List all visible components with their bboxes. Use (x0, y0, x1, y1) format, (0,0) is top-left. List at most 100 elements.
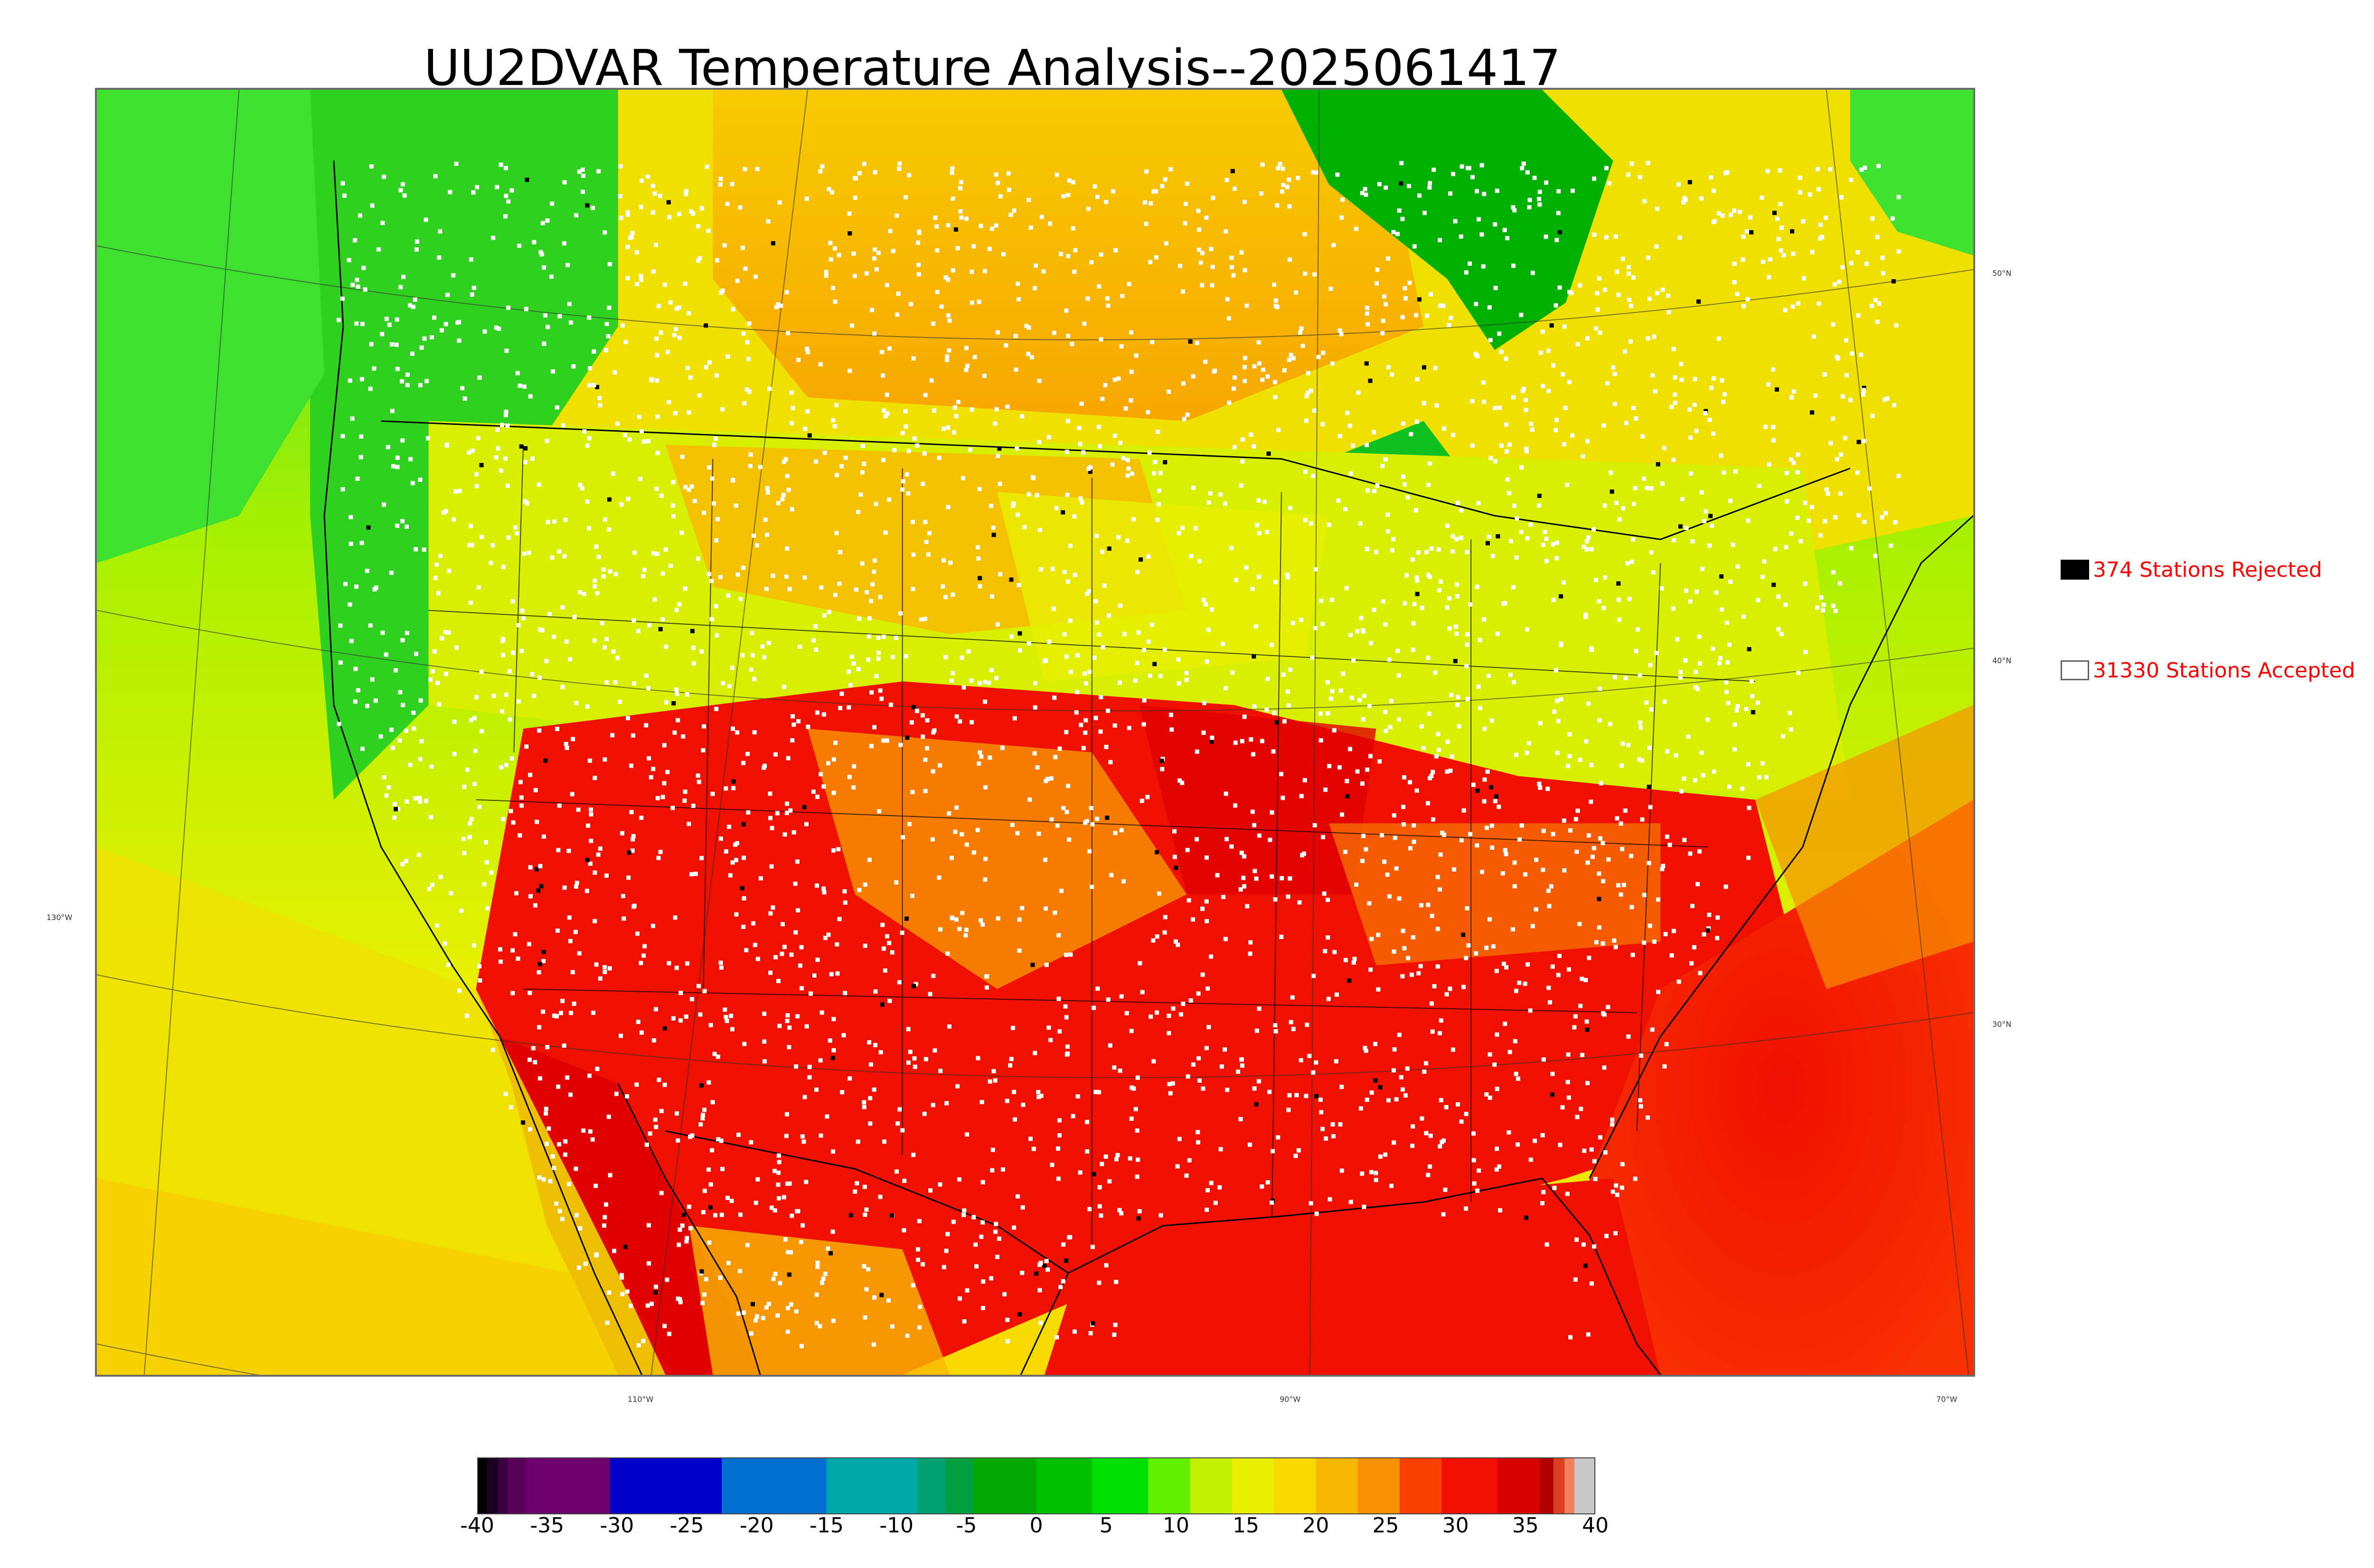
station-marker (1271, 1149, 1275, 1154)
station-marker (1392, 813, 1396, 818)
colorbar-segment (945, 1457, 974, 1514)
station-marker (1300, 853, 1304, 858)
station-marker (815, 958, 820, 962)
station-marker (1645, 486, 1649, 490)
station-marker (1789, 531, 1794, 536)
station-marker (988, 1079, 992, 1084)
station-marker (400, 438, 405, 443)
station-marker (1354, 883, 1359, 887)
station-marker (1679, 377, 1684, 382)
station-marker (1312, 272, 1317, 277)
station-marker (1833, 609, 1838, 613)
station-marker (1062, 570, 1067, 574)
station-marker (527, 550, 531, 555)
station-marker (1266, 451, 1271, 456)
station-marker (811, 789, 816, 794)
rejected-label: 374 Stations Rejected (2093, 557, 2322, 582)
station-marker (825, 1114, 829, 1119)
station-marker (1482, 726, 1487, 731)
station-marker (1724, 884, 1728, 889)
station-marker (543, 313, 547, 318)
station-marker (644, 723, 649, 728)
station-marker (1219, 1064, 1224, 1069)
station-marker (1184, 202, 1188, 206)
station-marker (631, 834, 636, 838)
station-marker (1748, 215, 1753, 220)
station-marker (671, 514, 676, 518)
station-marker (1383, 1152, 1388, 1157)
station-marker (1593, 1177, 1598, 1182)
station-marker (786, 488, 791, 492)
station-marker (894, 880, 899, 885)
station-marker (1309, 388, 1313, 393)
station-marker (1495, 1146, 1499, 1151)
station-marker (1688, 599, 1693, 604)
station-marker (896, 291, 901, 296)
colorbar-tick-label: 0 (1029, 1513, 1043, 1538)
station-marker (1427, 185, 1432, 190)
station-marker (1271, 749, 1276, 754)
station-marker (1188, 339, 1193, 344)
station-marker (606, 1115, 611, 1119)
station-marker (1585, 860, 1590, 865)
station-marker (598, 976, 603, 981)
station-marker (1719, 574, 1724, 579)
station-marker (1484, 946, 1489, 950)
station-marker (631, 618, 636, 623)
station-marker (1565, 1192, 1570, 1196)
station-marker (1120, 294, 1125, 299)
station-marker (1695, 882, 1700, 886)
station-marker (1849, 546, 1854, 551)
station-marker (831, 757, 836, 762)
station-marker (474, 472, 479, 477)
station-marker (562, 241, 566, 246)
station-marker (1704, 509, 1708, 514)
station-marker (805, 409, 810, 414)
station-marker (438, 874, 443, 879)
station-marker (1065, 450, 1069, 454)
station-marker (1512, 208, 1517, 213)
station-marker (1541, 543, 1545, 547)
station-marker (947, 319, 952, 323)
station-marker (392, 815, 397, 820)
station-marker (1639, 1104, 1643, 1109)
station-marker (607, 527, 612, 532)
station-marker (1054, 506, 1059, 510)
station-marker (908, 1050, 913, 1054)
station-marker (490, 1048, 495, 1052)
station-marker (1140, 798, 1144, 803)
station-marker (684, 1239, 689, 1244)
station-marker (1590, 854, 1595, 859)
station-marker (820, 1280, 824, 1285)
station-marker (907, 822, 912, 826)
station-marker (1708, 175, 1713, 180)
station-marker (1068, 669, 1073, 674)
station-marker (353, 667, 358, 671)
station-marker (1364, 361, 1369, 366)
station-marker (1639, 725, 1643, 730)
station-marker (1555, 751, 1560, 755)
station-marker (1250, 809, 1255, 814)
station-marker (1616, 883, 1620, 888)
station-marker (354, 321, 359, 326)
station-marker (1732, 208, 1737, 213)
station-marker (1036, 831, 1041, 836)
station-marker (1027, 641, 1031, 646)
station-marker (968, 447, 972, 452)
station-marker (862, 461, 867, 466)
station-marker (1016, 282, 1020, 286)
station-marker (1280, 876, 1284, 881)
station-marker (684, 1014, 688, 1019)
station-marker (405, 372, 410, 377)
station-marker (911, 356, 916, 361)
station-marker (1203, 602, 1208, 607)
station-marker (1630, 952, 1635, 957)
station-marker (784, 1112, 789, 1117)
station-marker (1037, 378, 1042, 383)
station-marker (783, 1237, 788, 1242)
station-marker (1240, 1063, 1244, 1068)
station-marker (697, 256, 702, 261)
station-marker (485, 906, 490, 911)
station-marker (398, 285, 403, 290)
station-marker (1771, 425, 1776, 429)
